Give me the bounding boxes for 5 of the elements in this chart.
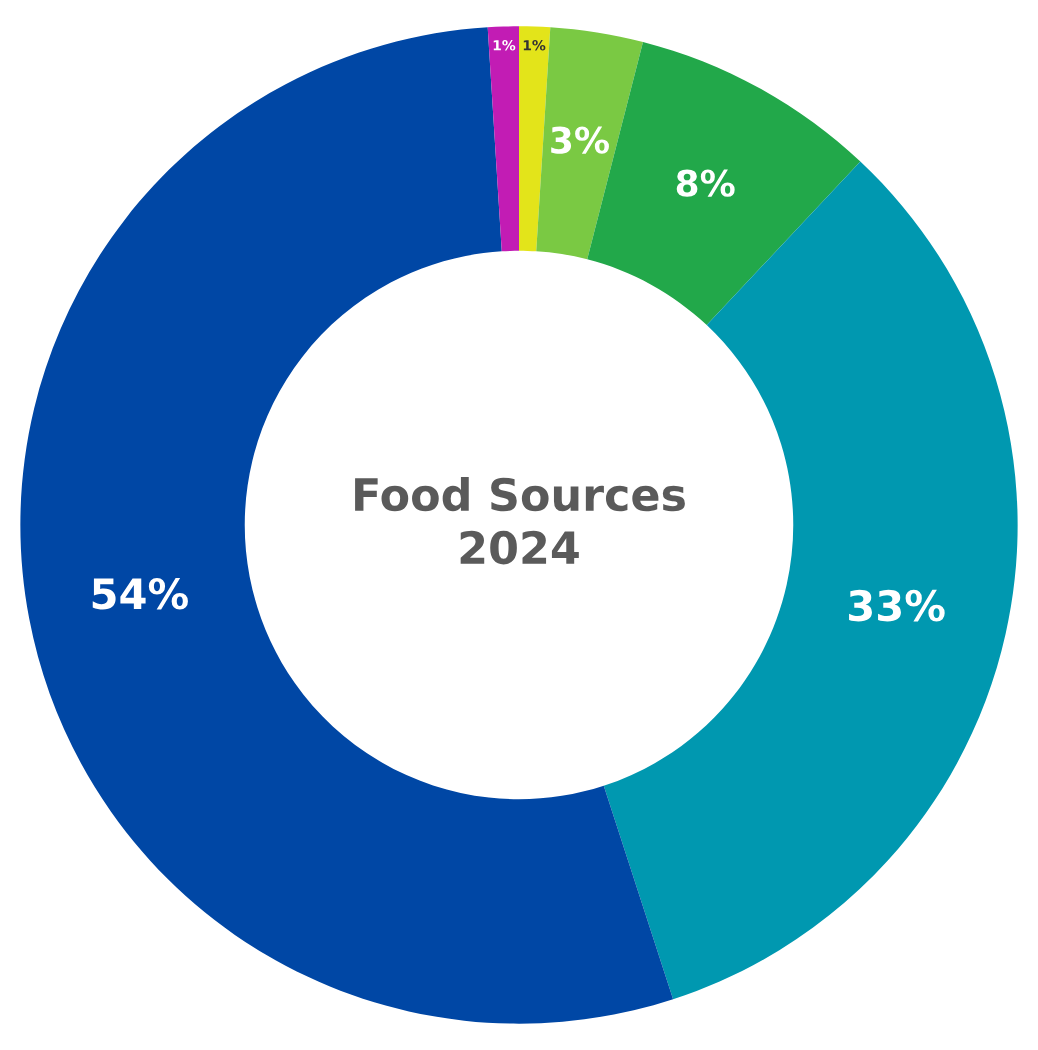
text: Food Sources 2024 (355, 476, 685, 565)
data-label: 3% (551, 126, 609, 154)
data-label: 33% (849, 589, 945, 622)
data-label: 54% (92, 577, 188, 610)
data-label: 8% (676, 169, 735, 197)
